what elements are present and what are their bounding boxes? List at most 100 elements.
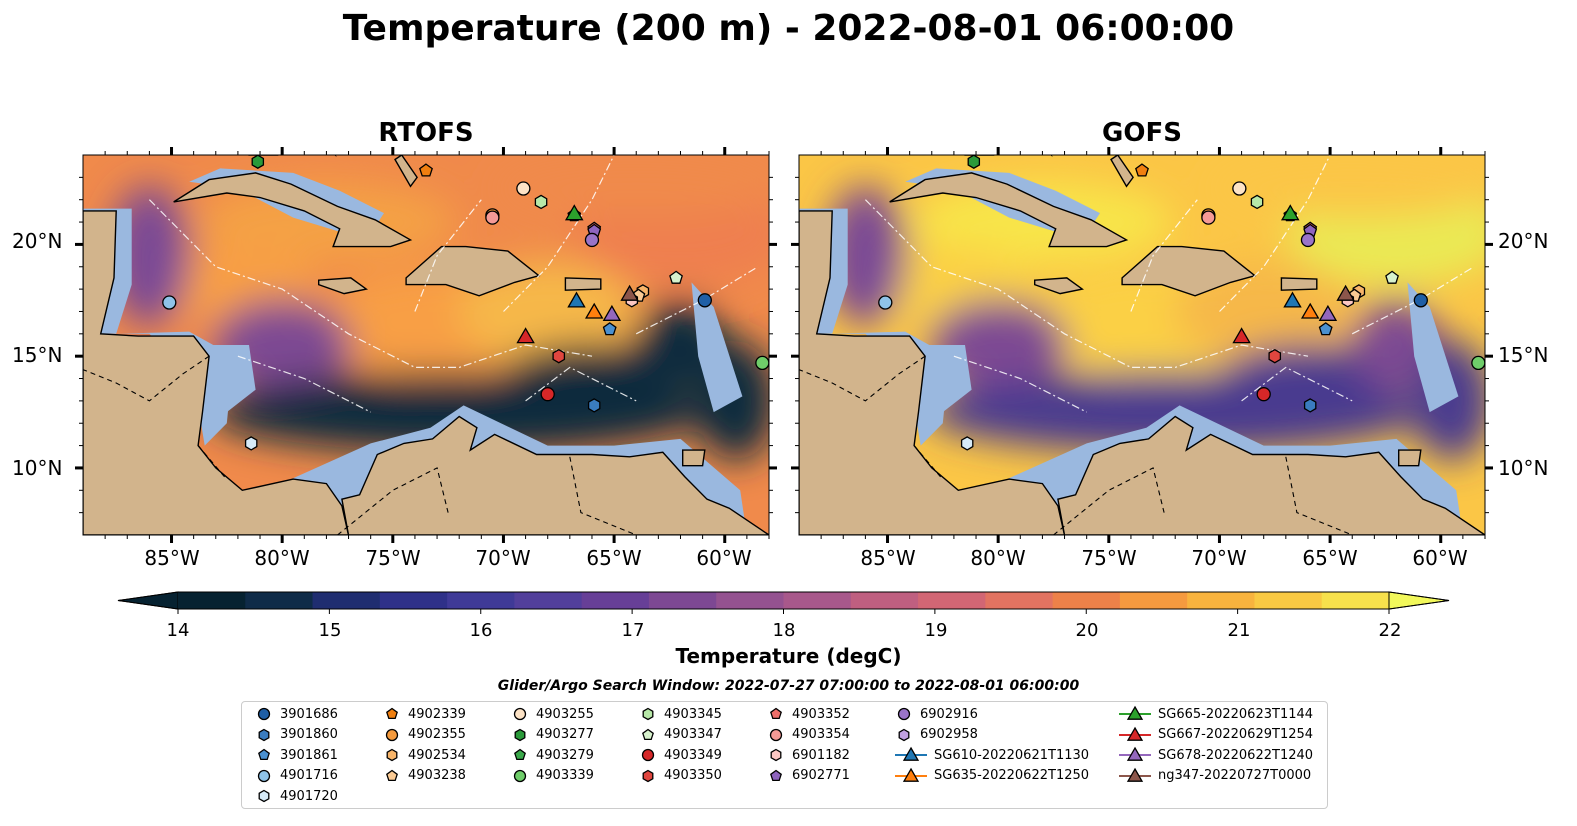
legend-marker-4901720: [258, 789, 270, 803]
legend-entry-4901720: 4901720: [254, 786, 338, 806]
legend-symbol: [1119, 767, 1151, 782]
colorbar-segment: [1052, 592, 1121, 609]
marker-4901716: [162, 295, 177, 310]
land-cuba: [173, 172, 413, 248]
search-window-caption: Glider/Argo Search Window: 2022-07-27 07…: [497, 678, 1080, 694]
legend-symbol: [642, 769, 654, 782]
map-panel-gofs: [799, 155, 1485, 535]
colorbar-segment: [178, 592, 246, 609]
legend-entry-4903339: 4903339: [510, 766, 594, 786]
colorbar-segment: [312, 592, 381, 609]
marker-3901860: [587, 398, 601, 413]
land-cuba: [889, 172, 1129, 248]
land-florida: [248, 155, 279, 156]
marker-4903349: [540, 387, 555, 402]
panel-frame: [75, 147, 777, 543]
shelf-area: [1407, 282, 1459, 413]
legend-entry-3901861: 3901861: [254, 745, 338, 765]
marker-SG635-20220622T1250: [1300, 302, 1320, 319]
marker-4903349: [1256, 387, 1271, 402]
lat-tick-20n-left: 20°N: [12, 229, 63, 253]
legend-symbol: [513, 769, 527, 782]
shelf-area: [691, 282, 743, 413]
legend-symbol: [895, 746, 927, 761]
legend-label: 4903345: [664, 706, 722, 722]
colorbar-tick-22: 22: [1378, 620, 1402, 641]
marker-ng347-20220727T0000: [1336, 284, 1355, 301]
legend-marker-4903354: [769, 728, 783, 741]
legend-marker-3901860: [258, 728, 270, 741]
colorbar-segment: [581, 592, 650, 609]
lon-tick-85w-gofs: 85°W: [860, 546, 916, 570]
legend-symbol: [642, 707, 654, 721]
boundary-line: [503, 155, 615, 312]
country-border: [197, 445, 226, 478]
marker-3901686: [1413, 293, 1428, 308]
boundary-line: [1219, 155, 1331, 312]
country-border: [799, 355, 926, 402]
colorbar-segment: [447, 592, 515, 609]
legend-symbol: [895, 767, 927, 782]
boundary-line: [1241, 366, 1353, 402]
marker-3901860: [1303, 398, 1317, 413]
legend-symbol: [386, 707, 398, 720]
legend-marker-6902958: [898, 728, 910, 741]
lon-tick-60w-rtofs: 60°W: [696, 546, 752, 570]
legend-entry-4902534: 4902534: [382, 745, 466, 765]
legend-marker-4903339: [513, 769, 527, 782]
legend-marker-SG665-20220623T1144: [1126, 705, 1144, 720]
legend-label: 3901860: [280, 727, 338, 742]
land-puertoRico: [564, 277, 602, 291]
legend-label: SG667-20220629T1254: [1158, 727, 1314, 742]
colorbar-segment: [1321, 592, 1390, 609]
lon-tick-65w-gofs: 65°W: [1302, 546, 1358, 570]
legend-label: SG678-20220622T1240: [1158, 747, 1314, 763]
marker-4903277: [251, 155, 265, 169]
country-border: [1285, 456, 1353, 535]
legend-label: SG635-20220622T1250: [934, 768, 1090, 783]
colorbar-segment: [1119, 592, 1188, 609]
colorbar-tick-19: 19: [924, 620, 948, 641]
legend-symbol: [1119, 726, 1151, 741]
lat-tick-20n-right: 20°N: [1498, 229, 1549, 253]
boundary-line: [237, 355, 371, 413]
marker-4903350: [552, 348, 566, 364]
boundary-line: [1130, 199, 1198, 312]
land-hispaniola: [1121, 245, 1257, 297]
legend-marker-4903277: [514, 728, 526, 741]
marker-SG665-20220623T1144: [1280, 204, 1300, 221]
legend-marker-SG678-20220622T1240: [1126, 746, 1144, 761]
legend-label: 6901182: [792, 747, 850, 763]
colorbar-tick-17: 17: [621, 620, 645, 641]
legend-symbol: [898, 728, 910, 741]
land-bahamas2: [394, 155, 418, 188]
legend-label: 6902916: [920, 706, 978, 722]
legend-symbol: [258, 728, 270, 741]
legend-entry-SG678-20220622T1240: SG678-20220622T1240: [1118, 745, 1313, 765]
legend-marker-4903352: [770, 707, 782, 720]
legend-label: 3901686: [280, 706, 338, 722]
marker-SG610-20220621T1130: [1283, 291, 1302, 308]
marker-4903277: [967, 155, 981, 169]
marker-SG667-20220629T1254: [516, 327, 535, 344]
boundary-line: [414, 199, 482, 312]
legend-entry-6901182: 6901182: [766, 745, 850, 765]
marker-4901720: [244, 436, 258, 451]
colorbar-segment: [985, 592, 1054, 609]
marker-4903345: [1250, 194, 1264, 210]
legend-entry-4903238: 4903238: [382, 766, 466, 786]
boundary-line: [525, 366, 637, 402]
marker-4903350: [1268, 348, 1282, 364]
legend-label: 6902771: [792, 768, 850, 783]
legend-marker-4901716: [257, 769, 271, 782]
colorbar-segment: [850, 592, 919, 609]
marker-SG667-20220629T1254: [1232, 327, 1251, 344]
lat-tick-15n-left: 15°N: [12, 343, 63, 367]
colorbar-tick-18: 18: [772, 620, 796, 641]
legend-label: 4903350: [664, 768, 722, 783]
land-jamaica: [318, 277, 369, 295]
marker-4902339: [1135, 163, 1149, 177]
colorbar-extend-min: [117, 591, 179, 610]
land-centralAm: [799, 210, 1066, 535]
land-bahamas2: [1110, 155, 1134, 188]
